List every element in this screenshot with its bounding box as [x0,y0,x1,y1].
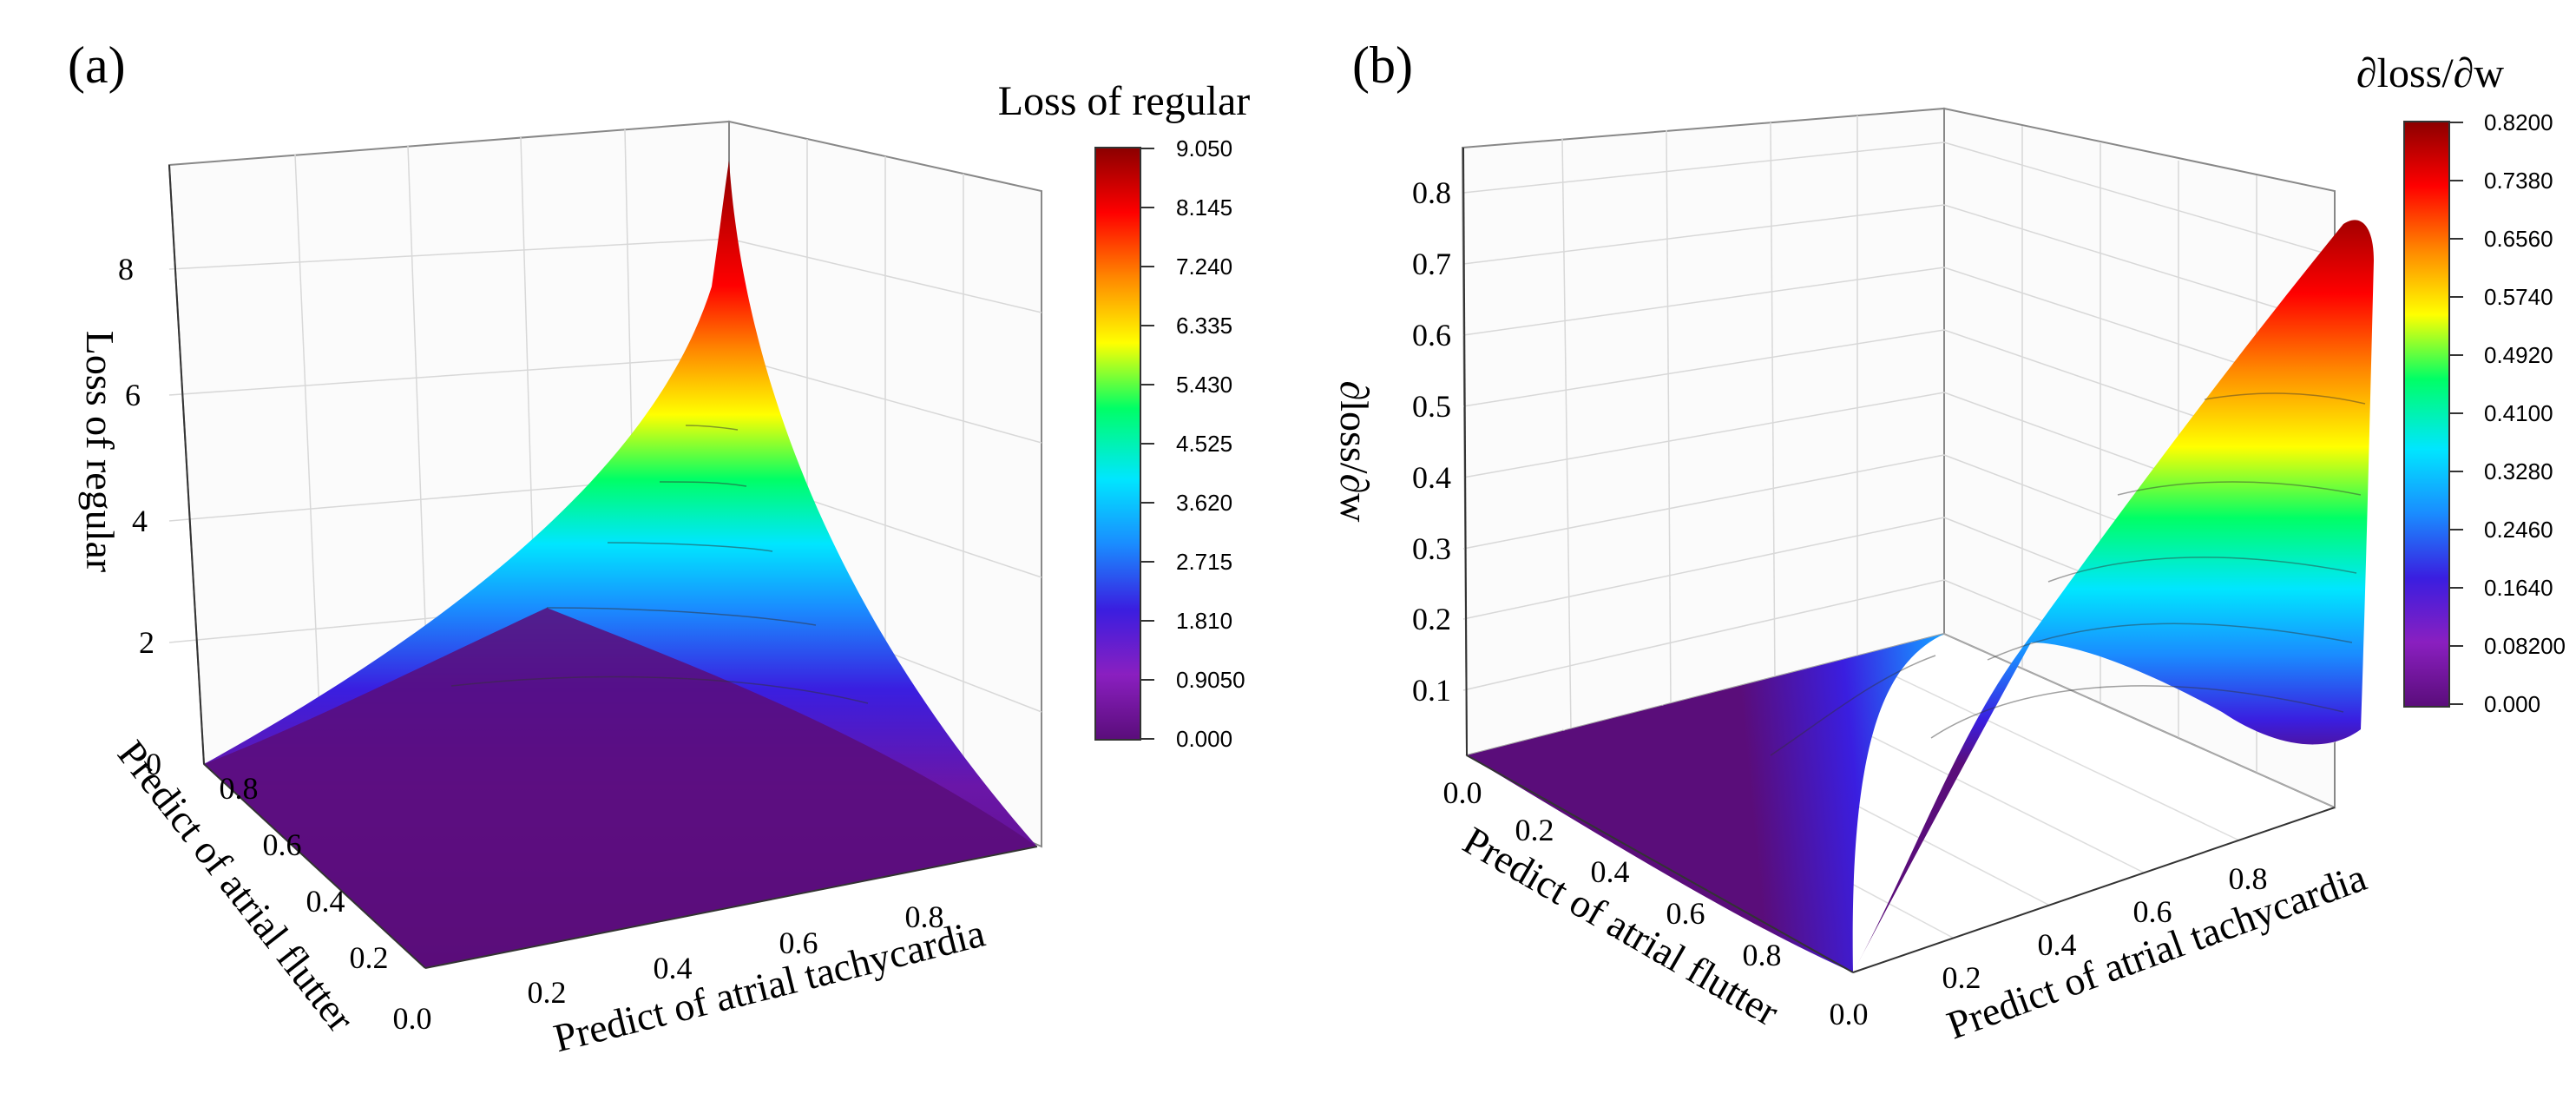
panel-a-cb-label: 6.335 [1176,313,1232,339]
panel-a-y-tick: 0.6 [263,827,302,862]
panel-b-cb-label: 0.7380 [2484,168,2553,194]
panel-b-z-title: ∂loss/∂w [1332,380,1377,523]
panel-b-cb-label: 0.000 [2484,691,2540,717]
panel-a-cb-label: 0.000 [1176,726,1232,752]
panel-a-x-ticks: 0.2 0.4 0.6 0.8 [528,899,944,1010]
panel-b-cb-label: 0.5740 [2484,284,2553,310]
panel-a-cb-label: 1.810 [1176,608,1232,634]
panel-a-z-title: Loss of regular [78,331,122,572]
panel-b-surface-floor [1467,634,1944,972]
panel-b-cb-label: 0.4920 [2484,342,2553,368]
panel-b-z-ticks: 0.1 0.2 0.3 0.4 0.5 0.6 0.7 0.8 [1412,175,1451,708]
panel-b-x-ticks: 0.0 0.2 0.4 0.6 0.8 [1830,861,2268,1031]
panel-a-cb-label: 2.715 [1176,549,1232,575]
panel-b-contours [1770,392,2366,756]
panel-b-cb-ticks [2449,122,2463,705]
panel-b-surface [1853,220,2374,973]
panel-a-y-tick: 0.8 [220,771,259,806]
panel-b-z-tick: 0.3 [1412,531,1451,566]
panel-b-z-tick: 0.4 [1412,460,1451,495]
panel-a-y-axis [203,763,426,969]
panel-b-y-tick: 0.2 [1515,813,1554,847]
panel-b-cb-label: 0.2460 [2484,517,2553,543]
panel-a-y-tick: 0.0 [393,1001,432,1036]
panel-a-surface-floor [204,608,1037,968]
panel-b-x-tick: 0.8 [2229,861,2268,896]
panel-a-z-tick: 6 [125,378,141,412]
panel-b-cb-label: 0.08200 [2484,633,2566,659]
panel-b-colorbar [2403,121,2450,708]
panel-b-cb-label: 0.8200 [2484,109,2553,135]
panel-a-z-axis [168,164,205,765]
panel-a-x-axis [424,846,1038,969]
panel-a-cb-label: 8.145 [1176,194,1232,221]
panel-a-cb-label: 5.430 [1176,372,1232,398]
panel-a-z-tick: 8 [118,252,134,287]
panel-a-y-tick: 0.4 [306,884,345,919]
panel-b-cb-label: 0.4100 [2484,400,2553,426]
panel-b-z-tick: 0.1 [1412,673,1451,708]
panel-b-colorbar-title: ∂loss/∂w [2356,50,2504,96]
panel-a-colorbar-labels: 9.050 8.145 7.240 6.335 5.430 4.525 3.62… [1176,135,1245,752]
panel-a-colorbar [1094,147,1141,741]
panel-a-y-tick: 0.2 [350,940,389,975]
panel-a-y-ticks: 0.0 0.2 0.4 0.6 0.8 [220,771,432,1036]
panel-b-x-title: Predict of atrial tachycardia [1942,854,2372,1047]
panel-a-cb-label: 4.525 [1176,431,1232,457]
panel-b-y-tick: 0.6 [1666,896,1705,931]
panel-b-y-tick: 0.0 [1443,775,1482,810]
panel-a-cb-label: 0.9050 [1176,667,1245,693]
panel-b-x-axis [1852,807,2336,973]
panel-a-cb-label: 9.050 [1176,135,1232,161]
panel-b-z-tick: 0.8 [1412,175,1451,210]
panel-a-x-title: Predict of atrial tachycardia [549,911,989,1061]
panel-b-cb-label: 0.6560 [2484,226,2553,252]
panel-b-z-tick: 0.5 [1412,389,1451,424]
panel-b-x-tick: 0.4 [2038,927,2077,962]
panel-a-z-tick: 0 [146,747,161,781]
panel-b-z-tick: 0.6 [1412,318,1451,353]
panel-b-z-tick: 0.7 [1412,247,1451,281]
panel-a-x-tick: 0.4 [654,951,693,985]
panel-a-colorbar-title: Loss of regular [998,78,1251,124]
panel-a-z-tick: 2 [139,625,154,660]
panel-b-y-ticks: 0.0 0.2 0.4 0.6 0.8 [1443,775,1782,972]
panel-a-cb-ticks [1140,148,1154,740]
panel-a-cb-label: 7.240 [1176,254,1232,280]
panel-b-x-tick: 0.2 [1942,960,1981,995]
panel-b-label: (b) [1352,36,1413,94]
panel-b-y-axis [1466,754,1854,973]
panel-a-cb-label: 3.620 [1176,490,1232,516]
panel-b-z-axis [1462,147,1468,756]
panel-a-z-tick: 4 [132,504,148,538]
panel-b-y-far-tick: 0.0 [1830,997,1869,1031]
panel-b-y-tick: 0.4 [1591,854,1630,889]
panel-a-contours [450,425,869,704]
panel-b: (b) [1332,36,2566,1048]
panel-b-x-tick: 0.6 [2133,894,2172,929]
panel-b-y-tick: 0.8 [1743,938,1782,972]
panel-b-cb-label: 0.3280 [2484,458,2553,484]
panel-a-label: (a) [68,36,126,94]
panel-a-x-tick: 0.8 [905,899,944,934]
panel-b-cb-label: 0.1640 [2484,575,2553,601]
panel-b-colorbar-labels: 0.8200 0.7380 0.6560 0.5740 0.4920 0.410… [2484,109,2566,717]
panel-a-z-ticks: 0 2 4 6 8 [118,252,161,781]
panel-a: (a) [68,36,1250,1060]
panel-a-x-tick: 0.2 [528,975,567,1010]
panel-a-x-tick: 0.6 [779,926,818,960]
panel-b-z-tick: 0.2 [1412,602,1451,636]
